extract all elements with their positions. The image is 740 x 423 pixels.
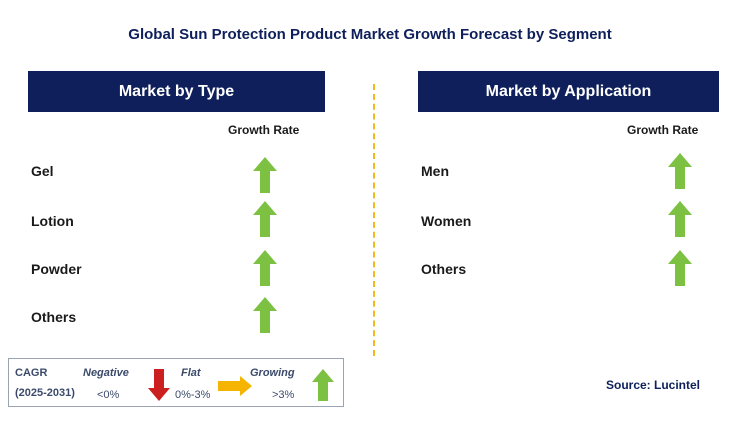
cagr-legend: CAGR (2025-2031) Negative <0% Flat 0%-3%… [8, 358, 344, 407]
growing-arrow-icon [253, 297, 277, 333]
legend-cagr-label: CAGR [15, 367, 48, 379]
growing-arrow-icon [668, 250, 692, 286]
type-row-others: Others [31, 309, 77, 325]
legend-negative-range: <0% [97, 389, 120, 401]
chart-title: Global Sun Protection Product Market Gro… [128, 26, 612, 43]
legend-growing-label: Growing [250, 367, 295, 379]
type-growth-rate-label: Growth Rate [228, 123, 300, 137]
application-row-others: Others [421, 261, 467, 277]
legend-growing-range: >3% [272, 389, 295, 401]
growing-up-arrow-icon [312, 369, 334, 401]
growing-arrow-icon [253, 201, 277, 237]
legend-flat-label: Flat [181, 367, 201, 379]
legend-flat-range: 0%-3% [175, 389, 211, 401]
growing-arrow-icon [668, 201, 692, 237]
growing-arrow-icon [253, 157, 277, 193]
market-by-application-header: Market by Application [418, 71, 719, 112]
type-row-powder: Powder [31, 261, 82, 277]
type-row-gel: Gel [31, 163, 54, 179]
application-growth-rate-label: Growth Rate [627, 123, 699, 137]
legend-negative-label: Negative [83, 367, 129, 379]
type-row-lotion: Lotion [31, 213, 74, 229]
growing-arrow-icon [253, 250, 277, 286]
source-note: Source: Lucintel [606, 378, 701, 392]
panel-divider [373, 84, 375, 356]
negative-down-arrow-icon [148, 369, 170, 401]
market-by-type-header: Market by Type [28, 71, 325, 112]
legend-period: (2025-2031) [15, 387, 75, 399]
application-row-men: Men [421, 163, 449, 179]
flat-right-arrow-icon [218, 376, 252, 396]
growing-arrow-icon [668, 153, 692, 189]
application-row-women: Women [421, 213, 472, 229]
